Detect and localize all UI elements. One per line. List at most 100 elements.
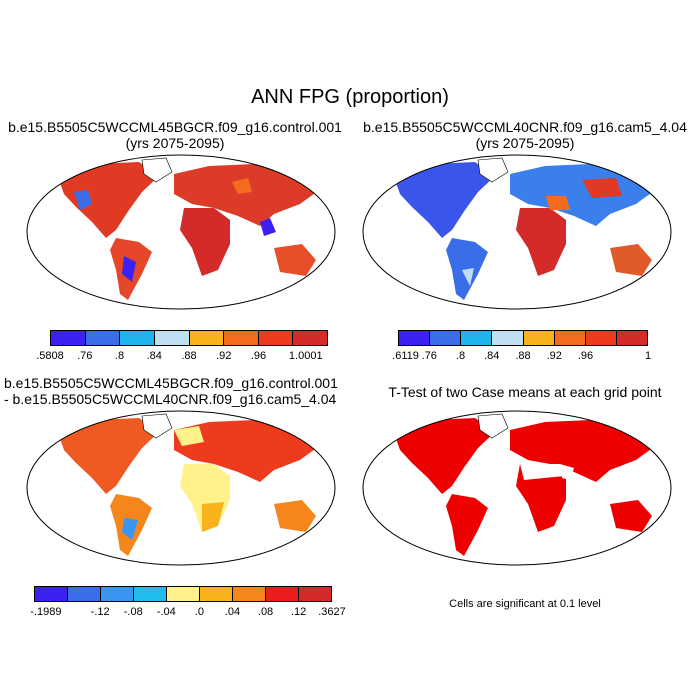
colorbar-label: -.08 bbox=[123, 606, 143, 618]
continent-eurasia bbox=[510, 164, 658, 226]
colorbar-label: .96 bbox=[250, 350, 267, 362]
map-top-right bbox=[362, 154, 672, 310]
colorbar-labels-bottom-left: -.1989 -.12 -.08 -.04 .0 .04 .08 .12 .36… bbox=[30, 606, 345, 620]
continent-australia bbox=[610, 500, 652, 532]
colorbar-top-left bbox=[50, 330, 328, 346]
continent-africa bbox=[516, 208, 566, 276]
nonsig-sahara bbox=[520, 464, 564, 480]
panel-title-bottom-left: b.e15.B5505C5WCCML45BGCR.f09_g16.control… bbox=[4, 375, 350, 407]
colorbar-label: .0 bbox=[194, 606, 204, 618]
continent-south-america bbox=[446, 494, 488, 556]
colorbar-segment bbox=[200, 587, 233, 601]
panel-title-top-left-line2: (yrs 2075-2095) bbox=[125, 135, 225, 151]
continent-australia bbox=[274, 244, 316, 276]
colorbar-segment bbox=[51, 331, 86, 345]
continent-eurasia bbox=[510, 420, 658, 482]
colorbar-segment bbox=[293, 331, 327, 345]
colorbar-label: -.04 bbox=[156, 606, 176, 618]
continent-australia bbox=[274, 500, 316, 532]
colorbar-segment bbox=[154, 331, 190, 345]
continent-north-america bbox=[59, 162, 159, 238]
colorbar-segment bbox=[492, 331, 524, 345]
continent-eurasia bbox=[174, 164, 322, 226]
colorbar-segment bbox=[85, 331, 121, 345]
colorbar-label: .84 bbox=[484, 350, 500, 362]
sea-patch-asia bbox=[260, 218, 276, 236]
continent-north-america bbox=[59, 418, 159, 494]
panel-title-top-right-line2: (yrs 2075-2095) bbox=[475, 135, 575, 151]
colorbar-label: 1.0001 bbox=[288, 350, 323, 362]
colorbar-bottom-left bbox=[34, 586, 332, 602]
colorbar-segment bbox=[258, 331, 294, 345]
colorbar-segment bbox=[523, 331, 555, 345]
colorbar-segment bbox=[266, 587, 299, 601]
colorbar-label: .96 bbox=[577, 350, 594, 362]
colorbar-segment bbox=[189, 331, 225, 345]
colorbar-label: -.12 bbox=[90, 606, 110, 618]
nonsig-arabia bbox=[560, 464, 574, 480]
colorbar-segment bbox=[299, 587, 331, 601]
colorbar-segment bbox=[616, 331, 647, 345]
continent-africa bbox=[516, 464, 566, 532]
colorbar-segment bbox=[554, 331, 586, 345]
panel-title-bottom-left-line1: b.e15.B5505C5WCCML45BGCR.f09_g16.control… bbox=[4, 375, 338, 391]
light-patch-russia bbox=[174, 426, 204, 446]
light-patch-sa bbox=[462, 268, 474, 286]
figure-title: ANN FPG (proportion) bbox=[251, 86, 449, 108]
continent-north-america bbox=[395, 162, 495, 238]
africa-south bbox=[202, 502, 224, 532]
colorbar-label: .88 bbox=[515, 350, 531, 362]
colorbar-label: .3627 bbox=[318, 606, 346, 618]
colorbar-labels-top-left: .5808 .76 .8 .84 .88 .92 .96 1.0001 bbox=[36, 350, 328, 364]
continent-eurasia bbox=[174, 420, 322, 482]
colorbar-label: .76 bbox=[77, 350, 93, 362]
colorbar-label: .84 bbox=[146, 350, 162, 362]
greenland bbox=[141, 413, 173, 439]
colorbar-segment bbox=[120, 331, 155, 345]
colorbar-segment bbox=[430, 331, 462, 345]
hot-patch-asia bbox=[582, 178, 622, 198]
continent-north-america bbox=[395, 418, 495, 494]
colorbar-label: .88 bbox=[181, 350, 197, 362]
sea-patch-sa bbox=[122, 256, 136, 282]
colorbar-label: .04 bbox=[224, 606, 241, 618]
colorbar-labels-top-right: .6119 .76 .8 .84 .88 .92 .96 1 bbox=[392, 350, 652, 364]
hot-patch-mideast bbox=[546, 196, 570, 210]
colorbar-label: .08 bbox=[257, 606, 274, 618]
continent-africa bbox=[180, 208, 230, 276]
panel-title-top-left: b.e15.B5505C5WCCML45BGCR.f09_g16.control… bbox=[0, 119, 350, 151]
colorbar-label: .8 bbox=[114, 350, 125, 362]
colorbar-top-right bbox=[398, 330, 648, 346]
colorbar-segment bbox=[167, 587, 200, 601]
colorbar-label: -.1989 bbox=[30, 606, 62, 618]
colorbar-segment bbox=[461, 331, 493, 345]
colorbar-label: .5808 bbox=[36, 350, 64, 362]
map-bottom-right bbox=[362, 410, 672, 566]
sea-patch-na bbox=[74, 190, 92, 210]
colorbar-segment bbox=[399, 331, 431, 345]
colorbar-segment bbox=[68, 587, 101, 601]
panel-title-top-right: b.e15.B5505C5WCCML40CNR.f09_g16.cam5_4.0… bbox=[350, 119, 700, 151]
colorbar-segment bbox=[224, 331, 259, 345]
sea-patch-asia2 bbox=[232, 178, 252, 194]
panel-title-bottom-left-line2: - b.e15.B5505C5WCCML40CNR.f09_g16.cam5_4… bbox=[4, 391, 337, 407]
panel-title-bottom-right-line1: T-Test of two Case means at each grid po… bbox=[388, 384, 662, 400]
continent-south-america bbox=[446, 238, 488, 300]
colorbar-segment bbox=[585, 331, 617, 345]
colorbar-segment bbox=[134, 587, 167, 601]
colorbar-label: .92 bbox=[216, 350, 232, 362]
colorbar-label: .12 bbox=[290, 606, 307, 618]
panel-title-top-right-line1: b.e15.B5505C5WCCML40CNR.f09_g16.cam5_4.0… bbox=[363, 119, 687, 135]
map-top-left bbox=[26, 154, 336, 310]
colorbar-label: .6119 bbox=[392, 350, 419, 362]
panel-title-bottom-right: T-Test of two Case means at each grid po… bbox=[350, 384, 700, 400]
colorbar-label: 1 bbox=[644, 350, 652, 362]
colorbar-label: .92 bbox=[546, 350, 562, 362]
colorbar-segment bbox=[35, 587, 68, 601]
panel-title-top-left-line1: b.e15.B5505C5WCCML45BGCR.f09_g16.control… bbox=[8, 119, 342, 135]
greenland bbox=[141, 157, 173, 183]
colorbar-label: .8 bbox=[455, 350, 466, 362]
colorbar-segment bbox=[101, 587, 134, 601]
colorbar-label: .76 bbox=[421, 350, 437, 362]
blue-patch-sa bbox=[122, 518, 138, 540]
